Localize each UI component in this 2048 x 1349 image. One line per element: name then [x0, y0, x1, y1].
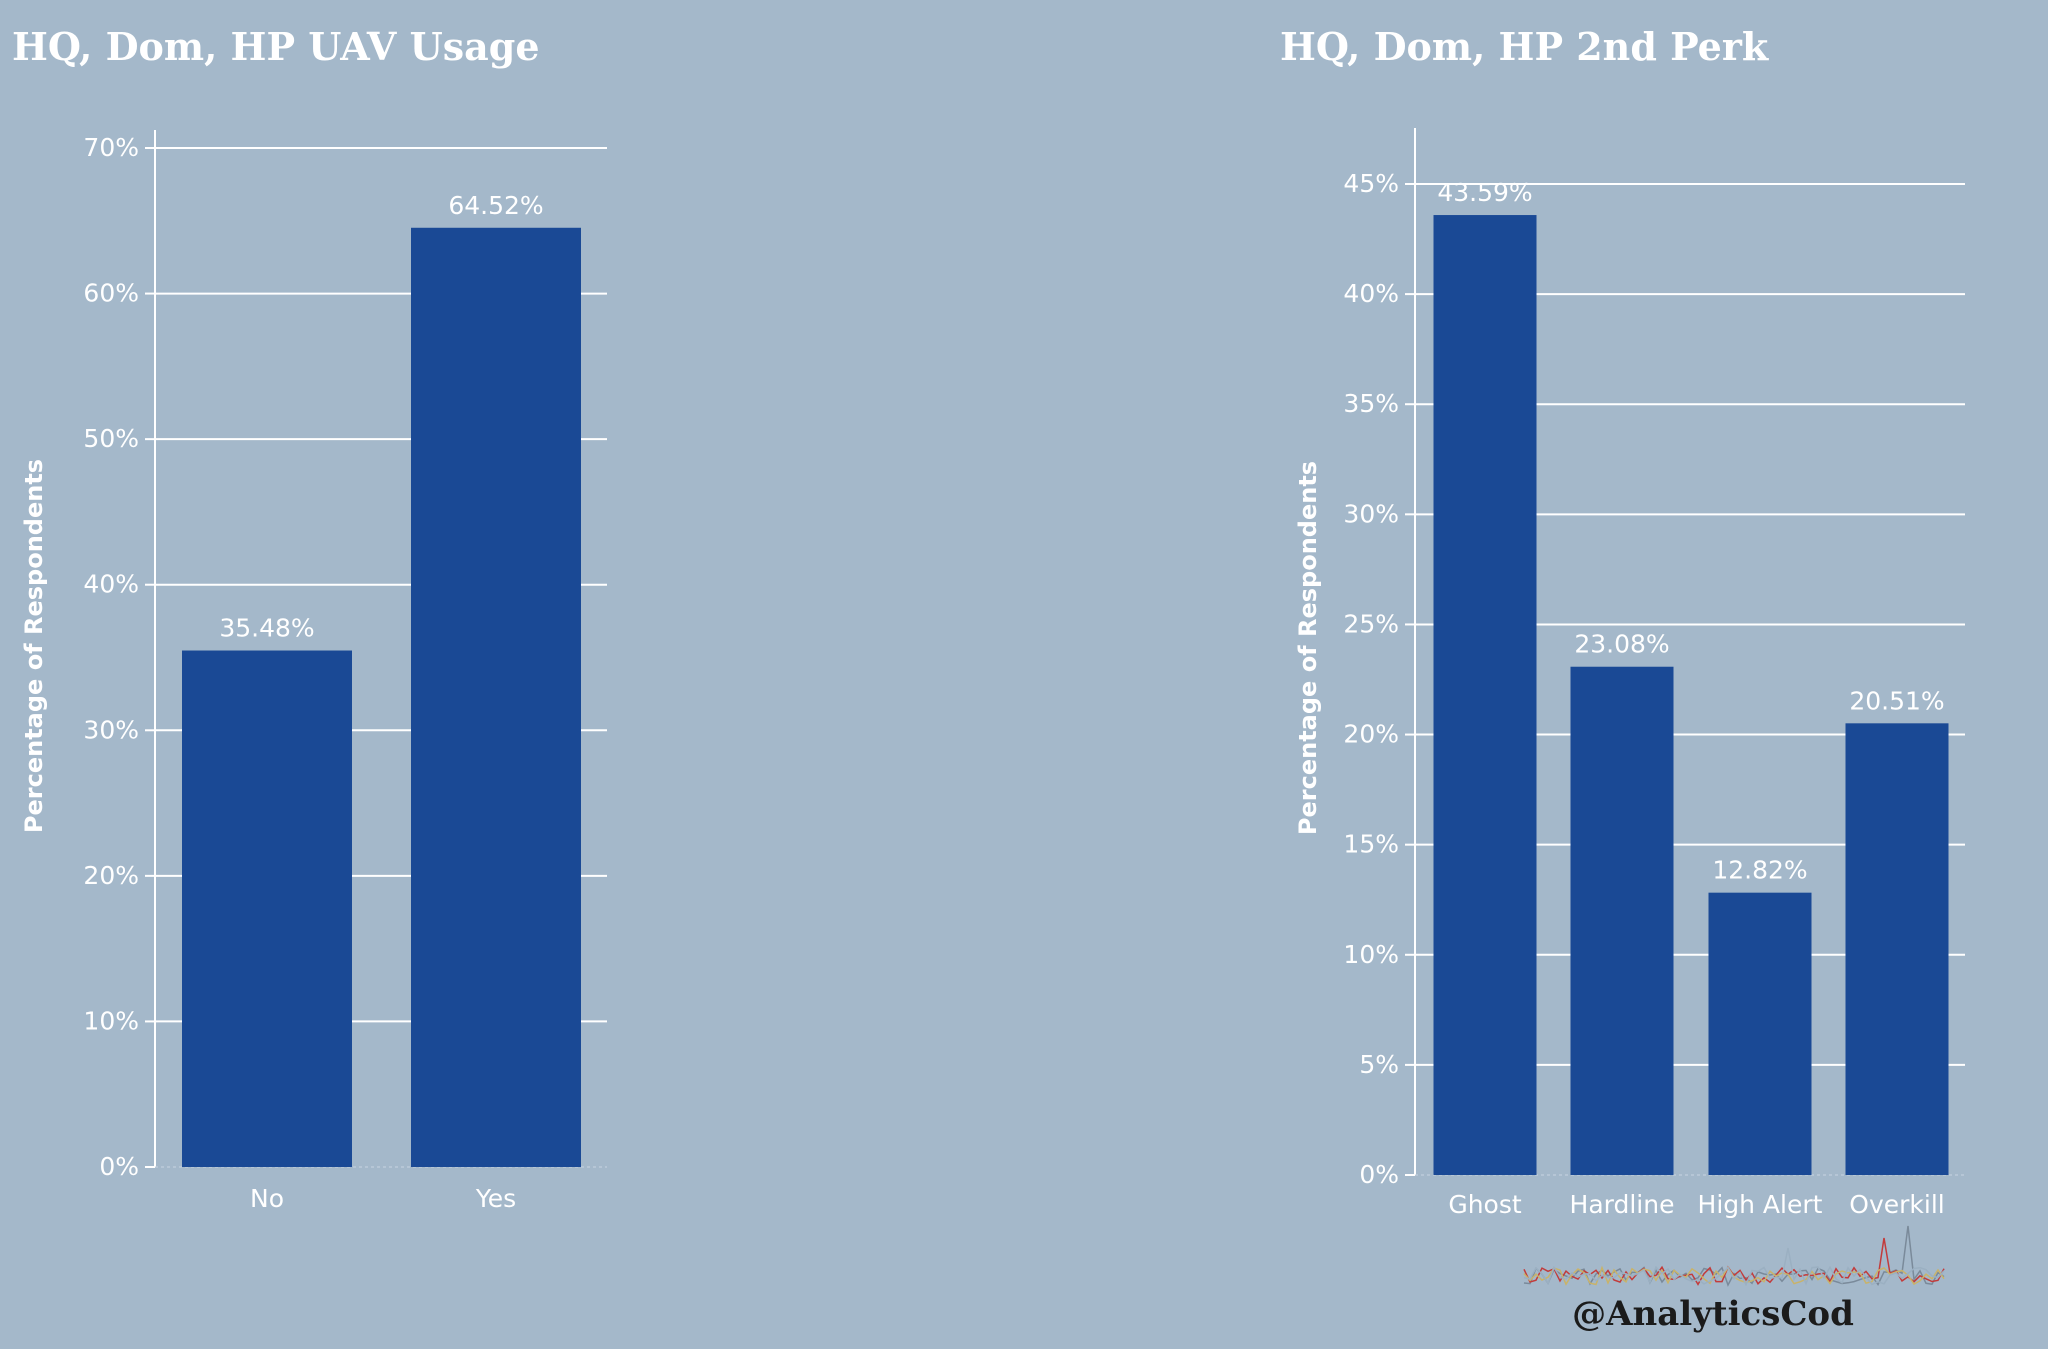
y-tick-label: 15%: [1343, 830, 1399, 859]
y-tick-label: 70%: [83, 133, 139, 162]
y-tick-label: 25%: [1343, 609, 1399, 638]
y-tick-label: 30%: [1343, 499, 1399, 528]
data-label: 43.59%: [1437, 178, 1532, 207]
bar-ghost: [1433, 215, 1537, 1175]
data-label: 12.82%: [1712, 856, 1807, 885]
watermark-sparkline-logo: [1523, 1225, 1945, 1287]
category-label: No: [250, 1184, 284, 1213]
chart-title: HQ, Dom, HP UAV Usage: [12, 24, 540, 69]
bar-overkill: [1845, 723, 1949, 1175]
watermark: @AnalyticsCod: [1523, 1225, 1945, 1334]
y-tick-label: 20%: [1343, 720, 1399, 749]
y-tick-label: 0%: [1359, 1160, 1399, 1189]
category-label: Ghost: [1448, 1190, 1522, 1219]
category-label: Hardline: [1570, 1190, 1675, 1219]
y-axis-title: Percentage of Respondents: [1294, 461, 1322, 835]
data-label: 35.48%: [219, 614, 314, 643]
bar-hardline: [1570, 666, 1674, 1175]
y-tick-label: 5%: [1359, 1050, 1399, 1079]
sparkline-series: [1523, 1265, 1945, 1286]
y-tick-label: 10%: [1343, 940, 1399, 969]
data-label: 20.51%: [1849, 686, 1944, 715]
y-axis-title: Percentage of Respondents: [20, 459, 48, 833]
y-tick-label: 35%: [1343, 389, 1399, 418]
y-tick-label: 50%: [83, 424, 139, 453]
chart-2nd-perk: HQ, Dom, HP 2nd Perk 0% 5% 10% 15% 20% 25% 30% 3…: [1280, 24, 1965, 1219]
y-tick-label: 60%: [83, 279, 139, 308]
watermark-handle: @AnalyticsCod: [1572, 1294, 1854, 1334]
y-tick-label: 30%: [83, 715, 139, 744]
y-tick-label: 40%: [1343, 279, 1399, 308]
sparkline-series: [1523, 1247, 1945, 1287]
chart-title: HQ, Dom, HP 2nd Perk: [1280, 24, 1769, 69]
category-label: Overkill: [1849, 1190, 1944, 1219]
bar-no: [182, 650, 352, 1167]
y-tick-label: 20%: [83, 861, 139, 890]
category-label: High Alert: [1698, 1190, 1823, 1219]
bar-yes: [411, 227, 581, 1168]
bar-high-alert: [1708, 892, 1812, 1175]
y-tick-label: 45%: [1343, 169, 1399, 198]
data-label: 64.52%: [448, 191, 543, 220]
category-label: Yes: [475, 1184, 516, 1213]
y-tick-label: 40%: [83, 570, 139, 599]
chart-uav-usage: HQ, Dom, HP UAV Usage 0% 10% 20% 30% 40% 50% 60…: [12, 24, 607, 1213]
y-tick-label: 0%: [99, 1152, 139, 1181]
y-tick-label: 10%: [83, 1006, 139, 1035]
data-label: 23.08%: [1574, 630, 1669, 659]
